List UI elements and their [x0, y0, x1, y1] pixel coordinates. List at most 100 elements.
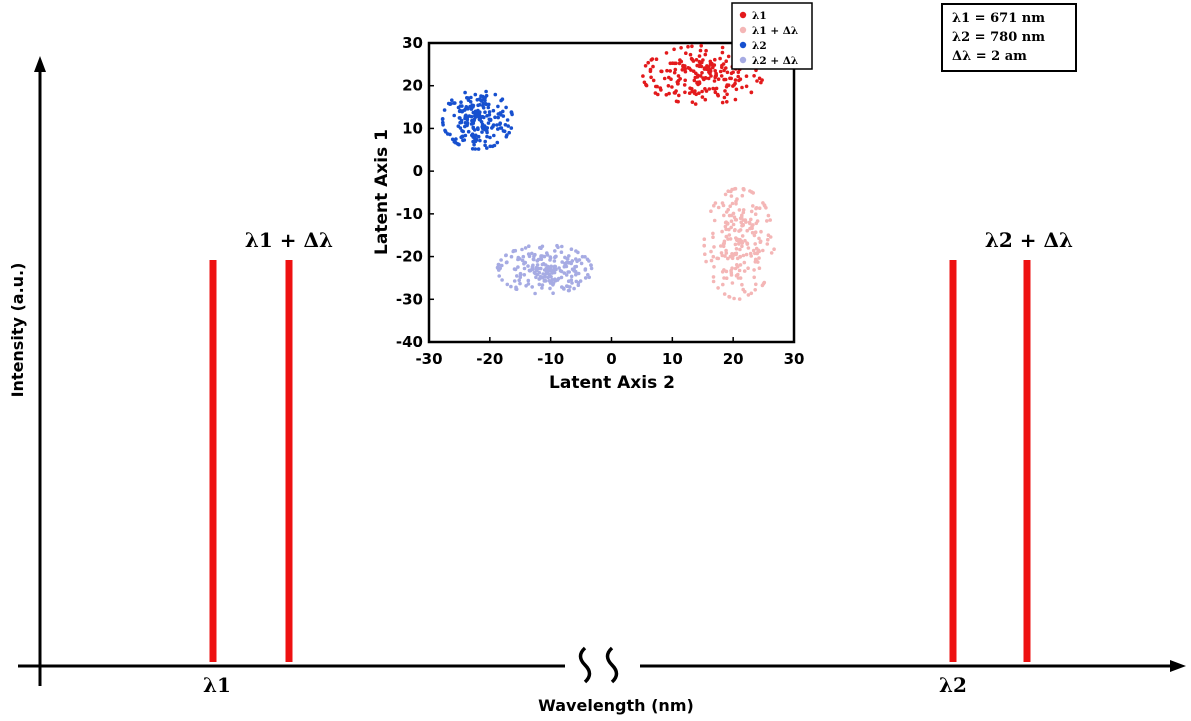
scatter-point-series-2	[713, 201, 718, 205]
scatter-point-series-3	[503, 123, 508, 127]
scatter-point-series-2	[746, 266, 750, 271]
scatter-point-series-4	[533, 291, 537, 296]
scatter-point-series-2	[738, 263, 743, 267]
scatter-point-series-1	[714, 71, 718, 76]
scatter-point-series-2	[723, 192, 728, 197]
scatter-point-series-2	[737, 242, 741, 246]
scatter-point-series-2	[741, 253, 746, 258]
scatter-point-series-4	[576, 281, 581, 285]
scatter-point-series-2	[735, 197, 739, 201]
scatter-point-series-2	[730, 187, 734, 192]
scatter-point-series-1	[760, 78, 764, 82]
scatter-point-series-3	[480, 115, 484, 119]
scatter-point-series-2	[739, 220, 743, 225]
scatter-point-series-2	[740, 282, 744, 287]
scatter-point-series-1	[669, 77, 673, 81]
scatter-point-series-1	[715, 92, 720, 97]
scatter-point-series-1	[709, 74, 713, 78]
scatter-point-series-1	[697, 81, 702, 86]
scatter-point-series-1	[680, 68, 685, 72]
scatter-point-series-3	[465, 117, 470, 122]
scatter-point-series-4	[533, 271, 537, 276]
scatter-point-series-1	[733, 81, 737, 86]
scatter-point-series-4	[559, 250, 564, 254]
scatter-point-series-2	[720, 229, 724, 234]
scatter-point-series-1	[700, 71, 704, 75]
scatter-point-series-3	[495, 140, 500, 145]
scatter-point-series-1	[694, 92, 698, 97]
scatter-point-series-4	[534, 266, 538, 270]
scatter-point-series-1	[646, 60, 650, 65]
scatter-point-series-4	[522, 261, 526, 266]
scatter-point-series-2	[711, 254, 716, 259]
scatter-point-series-1	[648, 67, 653, 72]
scatter-point-series-4	[505, 260, 509, 265]
scatter-point-series-4	[523, 246, 528, 250]
scatter-point-series-1	[694, 58, 699, 62]
scatter-point-series-1	[686, 66, 690, 70]
scatter-point-series-3	[461, 109, 465, 113]
scatter-point-series-2	[723, 224, 728, 229]
scatter-point-series-1	[666, 84, 671, 88]
scatter-point-series-4	[548, 286, 552, 291]
scatter-point-series-4	[522, 273, 527, 277]
scatter-point-series-4	[565, 260, 569, 265]
y-tick-label: -30	[396, 290, 423, 308]
x-tick-label: 30	[784, 350, 805, 368]
scatter-point-series-1	[665, 68, 669, 73]
scatter-point-series-1	[691, 69, 696, 73]
inset-y-label: Latent Axis 1	[372, 129, 392, 255]
scatter-point-series-2	[758, 239, 763, 244]
scatter-point-series-2	[729, 225, 733, 230]
scatter-point-series-2	[748, 189, 752, 193]
scatter-point-series-4	[547, 279, 551, 283]
scatter-point-series-4	[534, 275, 538, 280]
scatter-point-series-2	[720, 201, 725, 205]
scatter-point-series-4	[518, 257, 522, 261]
scatter-point-series-1	[664, 51, 669, 55]
scatter-point-series-3	[476, 103, 480, 108]
scatter-point-series-4	[521, 254, 526, 259]
scatter-point-series-1	[667, 91, 671, 96]
y-tick-label: 20	[402, 77, 423, 95]
spectral-line-label-3: λ2	[939, 673, 967, 697]
scatter-point-series-3	[486, 121, 491, 125]
scatter-point-series-1	[711, 65, 715, 70]
scatter-point-series-4	[549, 264, 553, 269]
scatter-point-series-4	[589, 266, 594, 271]
scatter-point-series-4	[535, 263, 540, 267]
scatter-point-series-2	[721, 242, 726, 246]
scatter-point-series-2	[716, 286, 720, 290]
scatter-point-series-1	[697, 91, 701, 95]
scatter-point-series-1	[697, 54, 702, 58]
scatter-point-series-3	[478, 98, 483, 102]
scatter-point-series-4	[562, 264, 567, 269]
scatter-point-series-3	[471, 121, 476, 125]
scatter-point-series-2	[716, 256, 721, 261]
scatter-point-series-4	[587, 275, 591, 280]
scatter-point-series-4	[518, 275, 523, 280]
scatter-point-series-4	[564, 273, 569, 277]
scatter-point-series-1	[670, 85, 674, 89]
scatter-point-series-3	[495, 123, 499, 127]
scatter-point-series-4	[548, 258, 552, 262]
scatter-point-series-4	[565, 284, 570, 289]
scatter-point-series-4	[570, 281, 574, 285]
scatter-point-series-1	[689, 56, 694, 61]
scatter-point-series-1	[698, 48, 703, 53]
scatter-point-series-4	[583, 276, 588, 280]
scatter-point-series-2	[729, 219, 734, 223]
scatter-point-series-1	[733, 78, 738, 82]
scatter-point-series-2	[742, 260, 747, 265]
x-axis-label: Wavelength (nm)	[538, 696, 694, 715]
scatter-point-series-2	[752, 268, 756, 272]
scatter-point-series-2	[726, 189, 730, 193]
scatter-point-series-2	[724, 234, 729, 239]
scatter-point-series-4	[567, 254, 571, 258]
scatter-point-series-2	[732, 215, 737, 219]
scatter-point-series-3	[467, 114, 472, 118]
scatter-point-series-2	[730, 281, 735, 285]
scatter-point-series-1	[736, 74, 740, 79]
scatter-point-series-4	[545, 251, 549, 255]
